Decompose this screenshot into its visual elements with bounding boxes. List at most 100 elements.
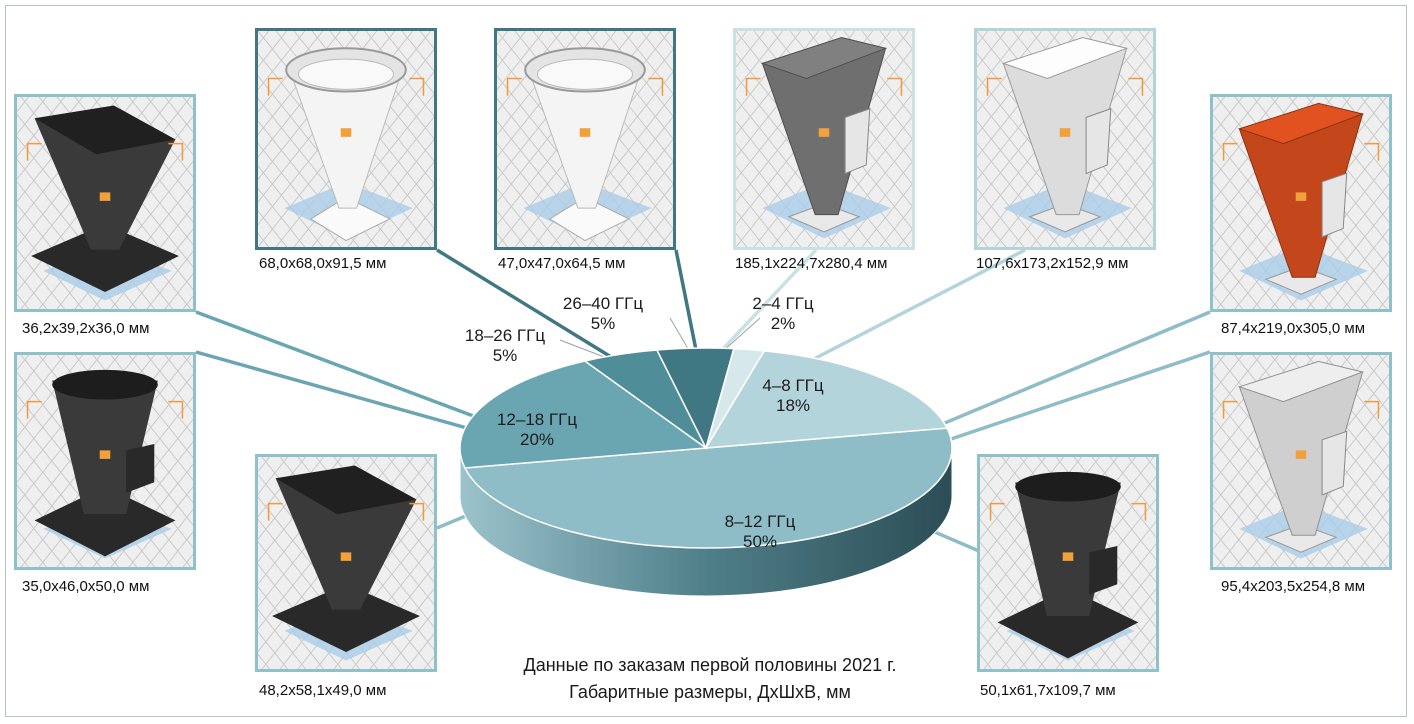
- dimension-label: 36,2x39,2x36,0 мм: [22, 320, 150, 337]
- horn-thumbnail-3: [255, 28, 437, 250]
- pie: [459, 347, 953, 597]
- leader-line: [195, 350, 475, 432]
- grid-line: [1213, 355, 1261, 416]
- origin-marker: [1059, 128, 1071, 137]
- grid-line: [17, 529, 47, 567]
- dimension-label: 185,1x224,7x280,4 мм: [735, 255, 888, 272]
- grid-line: [17, 506, 65, 567]
- ridge-plate: [1321, 430, 1348, 496]
- ridge-plate: [1085, 108, 1112, 175]
- flange: [787, 203, 861, 233]
- leader-line: [195, 310, 485, 422]
- grid-line: [736, 187, 784, 247]
- ridge-plate: [844, 108, 871, 175]
- grid-line: [1342, 355, 1389, 414]
- grid-line: [861, 31, 912, 95]
- grid-line: [736, 31, 784, 91]
- grid-line: [1102, 183, 1153, 247]
- dimension-label: 87,4x219,0x305,0 мм: [1221, 320, 1366, 337]
- grid-line: [980, 608, 1028, 669]
- side-block: [126, 444, 155, 493]
- origin-marker: [1062, 552, 1074, 561]
- leader-lines: [195, 248, 1211, 562]
- flange: [1264, 266, 1338, 295]
- grid-line: [622, 183, 673, 247]
- side-block: [1089, 546, 1118, 595]
- grid-line: [17, 355, 65, 416]
- dimension-marker: [1131, 502, 1147, 521]
- grid-line: [146, 97, 193, 156]
- horn-aperture: [760, 36, 888, 80]
- model-preview: [258, 31, 434, 247]
- dimension-label: 50,1x61,7x109,7 мм: [980, 682, 1116, 699]
- grid-line: [17, 97, 65, 158]
- flange: [34, 486, 176, 557]
- slice-label-4-8: 4–8 ГГц 18%: [738, 376, 848, 416]
- grid-line: [1213, 529, 1243, 567]
- grid-line: [146, 508, 193, 567]
- dimension-marker: [267, 502, 283, 521]
- dimension-marker: [506, 77, 522, 96]
- dimension-marker: [1222, 142, 1238, 161]
- grid-line: [977, 187, 1025, 247]
- dimension-label: 107,6x173,2x152,9 мм: [976, 255, 1129, 272]
- slice-label-2-4: 2–4 ГГц 2%: [728, 294, 838, 334]
- grid-line: [1091, 457, 1156, 538]
- grid-line: [17, 97, 47, 135]
- grid-line: [17, 248, 65, 309]
- dimension-marker: [267, 77, 283, 96]
- dimension-marker: [168, 400, 184, 419]
- leader-line: [947, 350, 1211, 442]
- model-preview: [736, 31, 912, 247]
- model-preview: [1213, 355, 1389, 567]
- leader-line: [720, 248, 818, 352]
- grid-line: [497, 187, 545, 247]
- grid-line: [1342, 97, 1389, 156]
- model-preview: [977, 31, 1153, 247]
- flange: [548, 196, 631, 242]
- ridge-plate: [1321, 172, 1348, 238]
- caption-line-1: Данные по заказам первой половины 2021 г…: [523, 655, 897, 675]
- grid-line: [1342, 250, 1389, 309]
- grid-line: [879, 206, 912, 247]
- dimension-marker: [1128, 77, 1144, 96]
- model-preview: [17, 355, 193, 567]
- grid-line: [17, 271, 47, 309]
- slice-name: 12–18 ГГц: [496, 410, 578, 429]
- chart-caption: Данные по заказам первой половины 2021 г…: [400, 652, 1020, 706]
- grid-line: [258, 457, 288, 495]
- origin-marker: [99, 450, 111, 459]
- grid-line: [387, 610, 434, 669]
- grid-line: [1120, 206, 1153, 247]
- dimension-marker: [409, 502, 425, 521]
- dimension-label: 48,2x58,1x49,0 мм: [259, 682, 387, 699]
- model-preview: [17, 97, 193, 309]
- grid-line: [622, 31, 673, 95]
- grid-line: [977, 31, 1025, 91]
- dimension-marker: [1222, 400, 1238, 419]
- grid-line: [879, 31, 912, 72]
- grid-line: [1213, 97, 1243, 135]
- slice-value: 18%: [775, 396, 811, 415]
- grid-line: [1213, 271, 1243, 309]
- grid-line: [980, 457, 1028, 518]
- horn-body: [34, 118, 176, 250]
- slice-label-8-12: 8–12 ГГц 50%: [700, 512, 820, 552]
- grid-line: [258, 608, 306, 669]
- origin-marker: [579, 128, 591, 137]
- grid-line: [401, 206, 434, 247]
- grid-line: [640, 31, 673, 72]
- origin-marker: [99, 192, 111, 201]
- grid-line: [1109, 457, 1156, 516]
- slice-value: 5%: [492, 346, 518, 365]
- dimension-marker: [745, 77, 761, 96]
- horn-aperture: [275, 465, 417, 515]
- horn-aperture: [34, 105, 176, 155]
- grid-line: [980, 457, 1046, 540]
- flange: [272, 584, 420, 653]
- slice-name: 8–12 ГГц: [724, 512, 796, 531]
- flange: [1264, 524, 1338, 553]
- dimension-marker: [648, 77, 664, 96]
- grid-line: [258, 187, 306, 247]
